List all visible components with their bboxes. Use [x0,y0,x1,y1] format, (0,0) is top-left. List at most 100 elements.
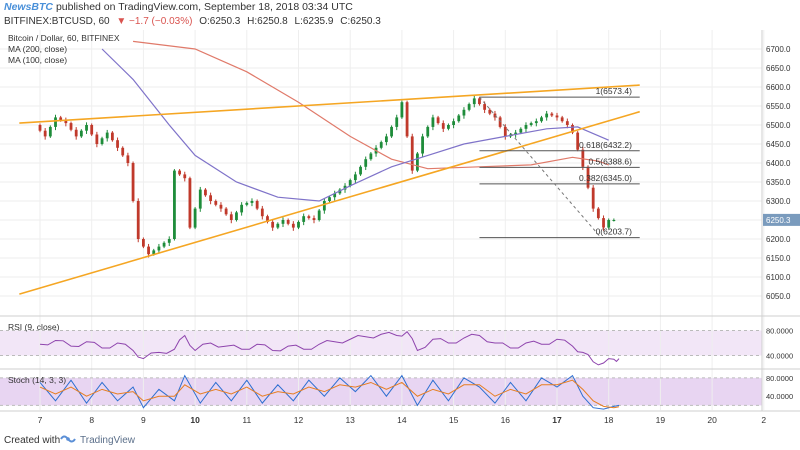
rsi-title: RSI (9, close) [8,322,60,332]
ma200-line [132,40,609,170]
ohlc-high: H:6250.8 [247,16,288,27]
tradingview-logo-icon [60,435,76,443]
candle-body [110,132,114,141]
fib-level-label: 1(6573.4) [596,86,633,96]
candle-body [167,239,171,243]
y-tick-label: 6600.0 [766,83,791,92]
candle-body [384,136,388,143]
candle-body [121,147,125,156]
candle-body [38,125,42,131]
candle-body [162,242,166,247]
symbol-label[interactable]: BITFINEX:BTCUSD, 60 [4,16,110,27]
candle-body [198,189,202,209]
trendline[interactable] [19,84,640,124]
candle-body [157,246,161,251]
candle-body [369,153,373,160]
candle-body [229,214,233,220]
fib-diagonal [479,96,602,238]
candle-body [560,117,564,122]
publish-line: NewsBTC published on TradingView.com, Se… [4,1,353,14]
candle-body [467,104,471,110]
candle-body [245,202,249,205]
stoch-k-line [39,374,620,410]
candle-body [586,166,590,188]
y-tick-label: 6550.0 [766,102,791,111]
candle-body [607,220,611,228]
candle-body [483,104,487,110]
y-tick-label: 6400.0 [766,159,791,168]
price-change: ▼ −1.7 (−0.03%) [116,16,193,27]
symbol-line: BITFINEX:BTCUSD, 60 ▼ −1.7 (−0.03%) O:62… [4,15,385,28]
candle-body [524,125,528,129]
candle-body [565,121,569,125]
chart-header: NewsBTC published on TradingView.com, Se… [0,0,800,30]
candle-body [457,115,461,122]
candle-body [291,223,295,228]
candle-body [266,216,269,222]
stoch-y-tick: 80.0000 [766,374,793,383]
fib-level-label: 0.618(6432.2) [579,140,632,150]
candle-body [85,125,88,131]
candle-body [312,218,316,220]
candle-body [48,126,52,137]
candle-body [271,221,275,228]
candle-body [224,208,228,215]
candle-body [359,166,362,175]
candle-body [152,250,156,255]
candle-body [431,117,435,127]
candle-body [322,201,326,211]
x-tick-label: 12 [294,415,304,425]
ohlc-low: L:6235.9 [294,16,334,27]
x-tick-label: 2 [761,415,766,425]
y-tick-label: 6350.0 [766,178,791,187]
candle-body [183,174,187,179]
candle-body [136,201,140,239]
candle-body [79,130,83,137]
y-tick-label: 6100.0 [766,273,791,282]
tradingview-brand[interactable]: TradingView [80,435,136,446]
y-tick-label: 6500.0 [766,121,791,130]
x-tick-label: 14 [397,415,407,425]
x-tick-label: 9 [141,415,146,425]
candle-body [545,113,549,118]
rsi-y-tick: 40.0000 [766,352,793,361]
candle-body [209,195,213,201]
candle-body [400,102,404,118]
stoch-d-line [39,379,620,409]
y-tick-label: 6700.0 [766,45,791,54]
candle-body [426,126,430,137]
candle-body [612,220,616,221]
x-tick-label: 11 [242,415,251,425]
candle-body [555,115,559,118]
legend-ma100: MA (100, close) [8,55,67,65]
y-tick-label: 6200.0 [766,235,791,244]
x-tick-label: 13 [345,415,355,425]
x-tick-label: 15 [449,415,459,425]
candle-body [95,134,99,144]
candle-body [436,117,440,124]
x-tick-label: 19 [656,415,666,425]
candle-body [498,117,502,127]
candle-body [462,109,466,116]
candle-body [421,136,424,154]
candle-body [390,126,393,137]
candle-body [74,129,78,137]
newsbtc-brand[interactable]: NewsBTC [4,1,54,13]
y-tick-label: 6300.0 [766,197,791,206]
candle-body [193,208,197,228]
candle-body [276,223,280,228]
candle-body [219,204,223,209]
x-tick-label: 8 [89,415,94,425]
candle-body [281,220,285,224]
candle-body [188,178,192,228]
chart-footer: Created with TradingView [0,430,800,450]
candle-body [410,136,414,171]
candle-body [348,180,352,186]
candle-body [43,130,47,137]
candle-body [571,125,574,133]
candle-body [250,201,254,203]
price-chart[interactable]: 1(6573.4) 0.618(6432.2) 0.5(6388.6) 0.382(6… [0,0,800,430]
trendline[interactable] [19,110,640,295]
candle-body [147,246,150,255]
candle-body [69,123,73,130]
